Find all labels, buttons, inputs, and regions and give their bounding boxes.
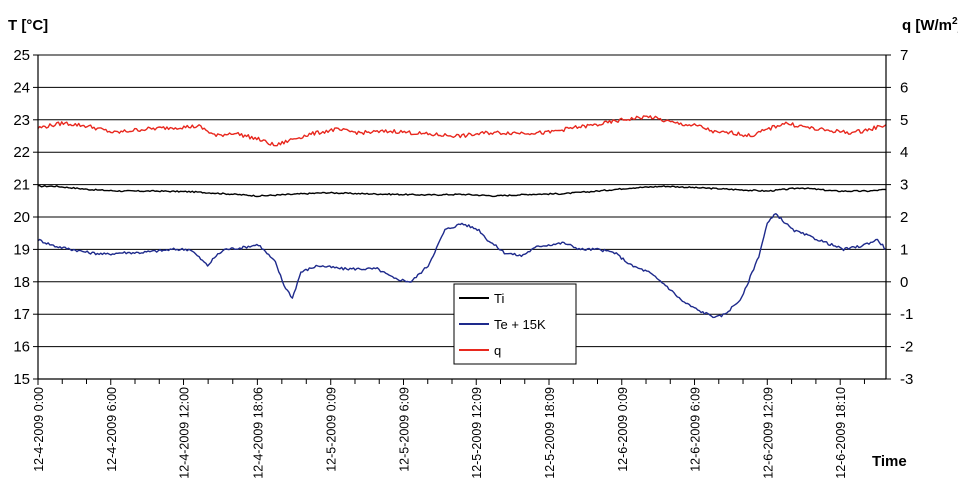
y-right-tick-label: 7 (900, 47, 908, 64)
series-line-q (37, 115, 887, 147)
x-axis-title: Time (872, 453, 907, 470)
x-tick-label: 12-5-2009 12:09 (470, 387, 484, 479)
y-left-tick-label: 17 (13, 306, 30, 323)
y-left-tick-label: 24 (13, 79, 30, 96)
y-right-tick-label: 1 (900, 241, 908, 258)
x-tick-label: 12-5-2009 0:09 (325, 387, 339, 472)
y-right-tick-label: 5 (900, 112, 908, 129)
y-right-axis-title-main: q [W/m (902, 17, 952, 34)
y-left-tick-label: 23 (13, 112, 30, 129)
legend: Ti Te + 15K q (453, 283, 577, 365)
ticks-layer: 1516171819202122232425-3-2-10123456712-4… (13, 47, 913, 479)
y-left-tick-label: 16 (13, 339, 30, 356)
y-right-tick-label: 4 (900, 144, 908, 161)
x-tick-label: 12-6-2009 12:09 (761, 387, 775, 479)
y-right-axis-title-sup: 2 (952, 16, 958, 27)
x-tick-label: 12-4-2009 6:00 (105, 387, 119, 472)
y-left-tick-label: 15 (13, 371, 30, 388)
y-right-tick-label: -2 (900, 339, 913, 356)
x-tick-label: 12-4-2009 18:06 (251, 387, 265, 479)
y-right-tick-label: 0 (900, 274, 908, 291)
x-tick-label: 12-4-2009 0:00 (32, 387, 46, 472)
legend-label-ti: Ti (494, 291, 504, 306)
x-tick-label: 12-6-2009 0:09 (616, 387, 630, 472)
y-left-axis-title: T [°C] (8, 17, 48, 34)
x-tick-label: 12-5-2009 18:09 (543, 387, 557, 479)
series-layer (37, 115, 887, 319)
y-left-tick-label: 20 (13, 209, 30, 226)
y-right-axis-title: q [W/m2] (902, 16, 958, 34)
x-tick-label: 12-5-2009 6:09 (397, 387, 411, 472)
y-right-tick-label: 3 (900, 177, 908, 194)
y-right-tick-label: 2 (900, 209, 908, 226)
y-left-tick-label: 22 (13, 144, 30, 161)
y-right-tick-label: -1 (900, 306, 913, 323)
y-right-tick-label: -3 (900, 371, 913, 388)
y-right-tick-label: 6 (900, 79, 908, 96)
y-left-tick-label: 21 (13, 177, 30, 194)
y-left-tick-label: 25 (13, 47, 30, 64)
x-tick-label: 12-6-2009 18:10 (834, 387, 848, 479)
x-tick-label: 12-4-2009 12:00 (178, 387, 192, 479)
x-tick-label: 12-6-2009 6:09 (689, 387, 703, 472)
y-left-tick-label: 18 (13, 274, 30, 291)
series-line-te-15k (37, 212, 887, 319)
y-left-tick-label: 19 (13, 241, 30, 258)
series-line-ti (38, 184, 887, 198)
legend-label-q: q (494, 343, 501, 358)
legend-label-te: Te + 15K (494, 317, 546, 332)
